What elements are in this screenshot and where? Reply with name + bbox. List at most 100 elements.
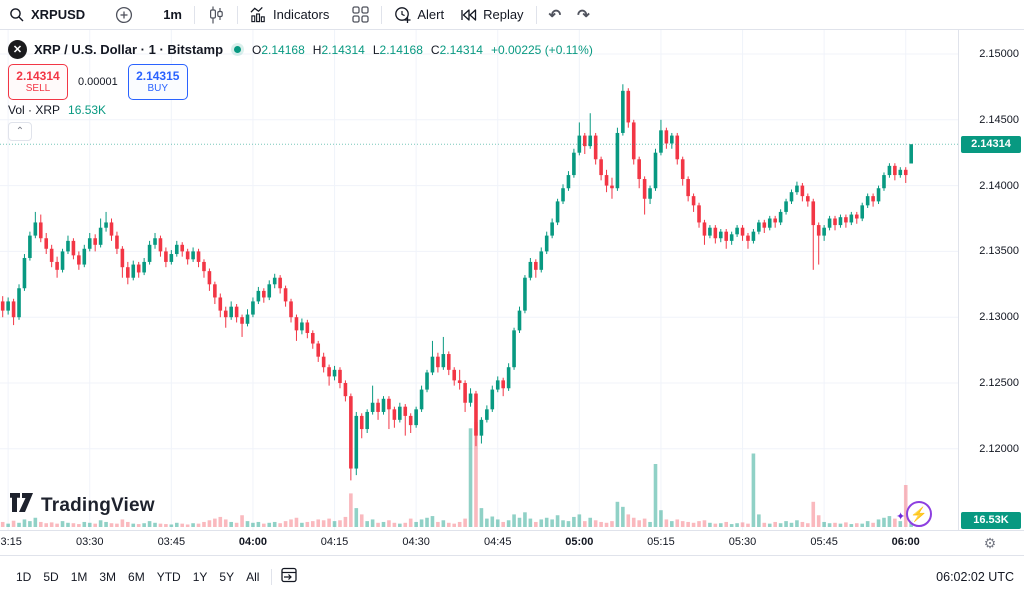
tradingview-wordmark: TradingView: [41, 494, 155, 516]
candle-body: [800, 185, 805, 197]
volume-bar: [882, 517, 886, 527]
price-axis[interactable]: 2.15000 2.14500 2.14000 2.13500 2.13000 2.125…: [958, 30, 1024, 530]
volume-bar: [860, 523, 865, 527]
go-to-date-button[interactable]: [280, 566, 298, 588]
sell-button[interactable]: 2.14314 SELL: [8, 64, 68, 100]
volume-bar: [697, 521, 701, 527]
compare-add-button[interactable]: [107, 2, 141, 28]
symbol-search-label: XRPUSD: [31, 7, 86, 22]
volume-bar: [844, 522, 848, 527]
volume-bar: [506, 520, 511, 527]
candle-body: [87, 238, 92, 249]
candle-body: [310, 332, 315, 344]
candle-body: [593, 135, 598, 160]
volume-bar: [702, 520, 707, 527]
volume-bar: [316, 519, 321, 527]
undo-button[interactable]: ↶: [541, 2, 570, 28]
chart-style-button[interactable]: [199, 2, 233, 28]
volume-bar: [0, 521, 5, 527]
volume-bar: [392, 522, 397, 527]
buy-button[interactable]: 2.14315 BUY: [127, 64, 188, 100]
open-label: O: [252, 42, 262, 57]
flash-boost-button[interactable]: ✦ ⚡: [896, 500, 934, 530]
collapse-legend-button[interactable]: ⌃: [8, 122, 32, 141]
timescale-settings-button[interactable]: ⚙: [980, 533, 1000, 553]
redo-button[interactable]: ↷: [569, 2, 598, 28]
candle-body: [191, 251, 195, 260]
candle-body: [33, 222, 38, 236]
candle-body: [49, 248, 54, 262]
candle-body: [626, 90, 631, 123]
interval-label: 1m: [163, 7, 182, 22]
candle-body: [213, 284, 217, 298]
symbol-search-button[interactable]: XRPUSD: [0, 2, 93, 28]
volume-bar: [234, 522, 239, 527]
alert-button[interactable]: Alert: [386, 2, 452, 28]
range-button-1m[interactable]: 1M: [70, 569, 88, 584]
candle-body: [555, 201, 560, 223]
interval-button[interactable]: 1m: [155, 2, 190, 28]
tradingview-watermark[interactable]: TradingView: [10, 493, 155, 518]
volume-bar: [425, 517, 429, 527]
range-button-all[interactable]: All: [246, 569, 260, 584]
indicators-button[interactable]: Indicators: [242, 2, 337, 28]
candle-body: [615, 132, 620, 189]
volume-bar: [811, 501, 816, 527]
candle-body: [294, 317, 299, 331]
candle-body: [28, 235, 32, 258]
volume-bar: [485, 518, 489, 527]
range-button-3m[interactable]: 3M: [99, 569, 117, 584]
clock-utc[interactable]: 06:02:02 UTC: [936, 569, 1014, 584]
volume-bar: [762, 522, 767, 527]
range-button-1d[interactable]: 1D: [16, 569, 32, 584]
volume-bar: [621, 506, 625, 527]
volume-bar: [566, 521, 571, 527]
symbol-title[interactable]: XRP / U.S. Dollar · 1 · Bitstamp: [34, 42, 224, 57]
replay-button[interactable]: Replay: [452, 2, 531, 28]
volume-bar: [517, 517, 522, 527]
time-tick-label: 05:45: [810, 536, 838, 548]
candle-body: [746, 235, 750, 241]
time-tick-label: 03:45: [157, 536, 186, 548]
candle-body: [767, 218, 772, 228]
spread-value: 0.00001: [76, 75, 120, 89]
candle-body: [844, 217, 848, 223]
volume-legend: Vol · XRP 16.53K: [8, 103, 106, 117]
volume-bar: [354, 508, 359, 527]
candle-body: [599, 159, 603, 176]
volume-bar: [898, 521, 903, 527]
volume-bar: [631, 517, 636, 527]
time-axis[interactable]: 03:15 03:30 03:45 04:00 04:15 04:30 04:45 05:00…: [0, 530, 1024, 555]
candle-body: [305, 322, 310, 333]
tradingview-logo-icon: [10, 493, 34, 518]
volume-bar: [642, 518, 647, 527]
volume-bar: [588, 517, 593, 527]
candlestick-chart[interactable]: [0, 30, 958, 530]
range-button-ytd[interactable]: YTD: [156, 569, 181, 584]
grid-layout-icon: [351, 6, 369, 24]
candle-body: [610, 185, 614, 189]
range-button-6m[interactable]: 6M: [128, 569, 145, 584]
volume-bar: [158, 523, 163, 527]
volume-bar: [289, 519, 293, 527]
candle-body: [865, 196, 870, 206]
volume-bar: [572, 516, 576, 527]
volume-bar: [735, 523, 739, 527]
range-button-5d[interactable]: 5D: [43, 569, 59, 584]
volume-bar: [446, 522, 451, 527]
time-tick-label: 03:30: [75, 536, 104, 548]
volume-bar: [833, 522, 837, 527]
range-button-5y[interactable]: 5Y: [219, 569, 235, 584]
candle-body: [425, 372, 429, 390]
volume-bar: [387, 520, 391, 527]
sell-price: 2.14314: [16, 68, 60, 83]
volume-bar: [131, 523, 136, 527]
candle-body: [708, 227, 712, 236]
replay-rewind-icon: [460, 6, 478, 24]
volume-bar: [670, 521, 674, 527]
volume-bar: [773, 521, 777, 527]
indicators-label: Indicators: [272, 7, 330, 22]
range-button-1y[interactable]: 1Y: [192, 569, 208, 584]
layout-grid-button[interactable]: [343, 2, 377, 28]
volume-bar: [185, 524, 190, 527]
